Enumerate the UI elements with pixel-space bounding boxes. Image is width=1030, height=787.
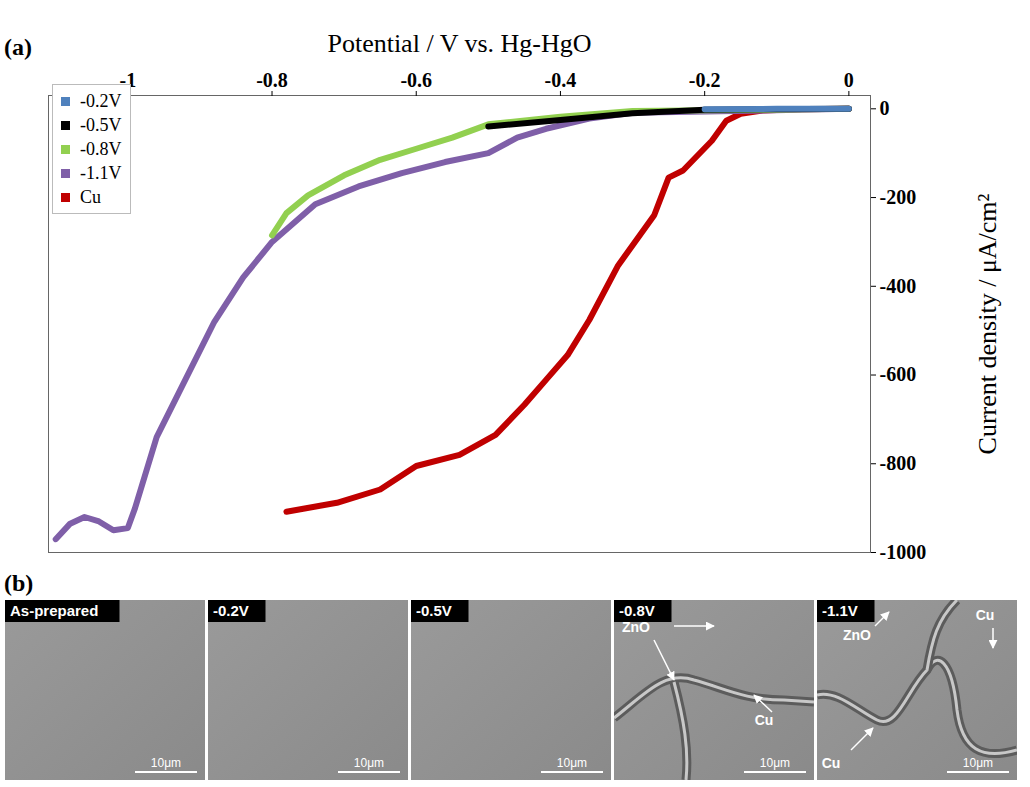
svg-text:-1000: -1000 bbox=[880, 541, 927, 563]
html-text:Cu: Cu bbox=[80, 186, 101, 207]
svg-text:As-prepared: As-prepared bbox=[10, 602, 98, 619]
svg-text:ZnO: ZnO bbox=[843, 627, 871, 643]
svg-text:10μm: 10μm bbox=[760, 756, 790, 770]
svg-text:10μm: 10μm bbox=[557, 756, 587, 770]
html-text:(b): (b) bbox=[4, 570, 34, 596]
html-text:(a): (a) bbox=[4, 34, 32, 60]
svg-text:-0.4: -0.4 bbox=[545, 69, 577, 91]
svg-text:0: 0 bbox=[880, 97, 890, 119]
svg-text:ZnO: ZnO bbox=[622, 619, 650, 635]
svg-text:-1: -1 bbox=[119, 68, 137, 91]
svg-text:Current density / μA/cm²: Current density / μA/cm² bbox=[973, 193, 1002, 454]
svg-text:-200: -200 bbox=[880, 186, 917, 208]
svg-text:-0.8: -0.8 bbox=[256, 69, 288, 91]
svg-text:10μm: 10μm bbox=[963, 756, 993, 770]
svg-text:-0.8V: -0.8V bbox=[619, 602, 655, 619]
svg-text:-1.1V: -1.1V bbox=[822, 602, 858, 619]
svg-text:-400: -400 bbox=[880, 275, 917, 297]
html-text:-0.8V: -0.8V bbox=[80, 138, 122, 159]
svg-text:Cu: Cu bbox=[755, 712, 774, 728]
svg-text:Potential / V vs. Hg-HgO: Potential / V vs. Hg-HgO bbox=[327, 29, 591, 58]
svg-text:10μm: 10μm bbox=[151, 756, 181, 770]
html-text:-0.2V: -0.2V bbox=[80, 90, 122, 111]
html-text:-1.1V: -1.1V bbox=[80, 162, 122, 183]
svg-text:10μm: 10μm bbox=[354, 756, 384, 770]
html-text:-0.5V: -0.5V bbox=[80, 114, 122, 135]
svg-text:-0.5V: -0.5V bbox=[416, 602, 452, 619]
svg-text:Cu: Cu bbox=[822, 755, 841, 771]
svg-text:-0.2: -0.2 bbox=[689, 69, 721, 91]
svg-text:0: 0 bbox=[844, 69, 854, 91]
svg-text:-0.2V: -0.2V bbox=[213, 602, 249, 619]
svg-text:-800: -800 bbox=[880, 452, 917, 474]
svg-text:Cu: Cu bbox=[976, 607, 995, 623]
svg-text:-0.6: -0.6 bbox=[400, 69, 432, 91]
svg-text:-600: -600 bbox=[880, 363, 917, 385]
